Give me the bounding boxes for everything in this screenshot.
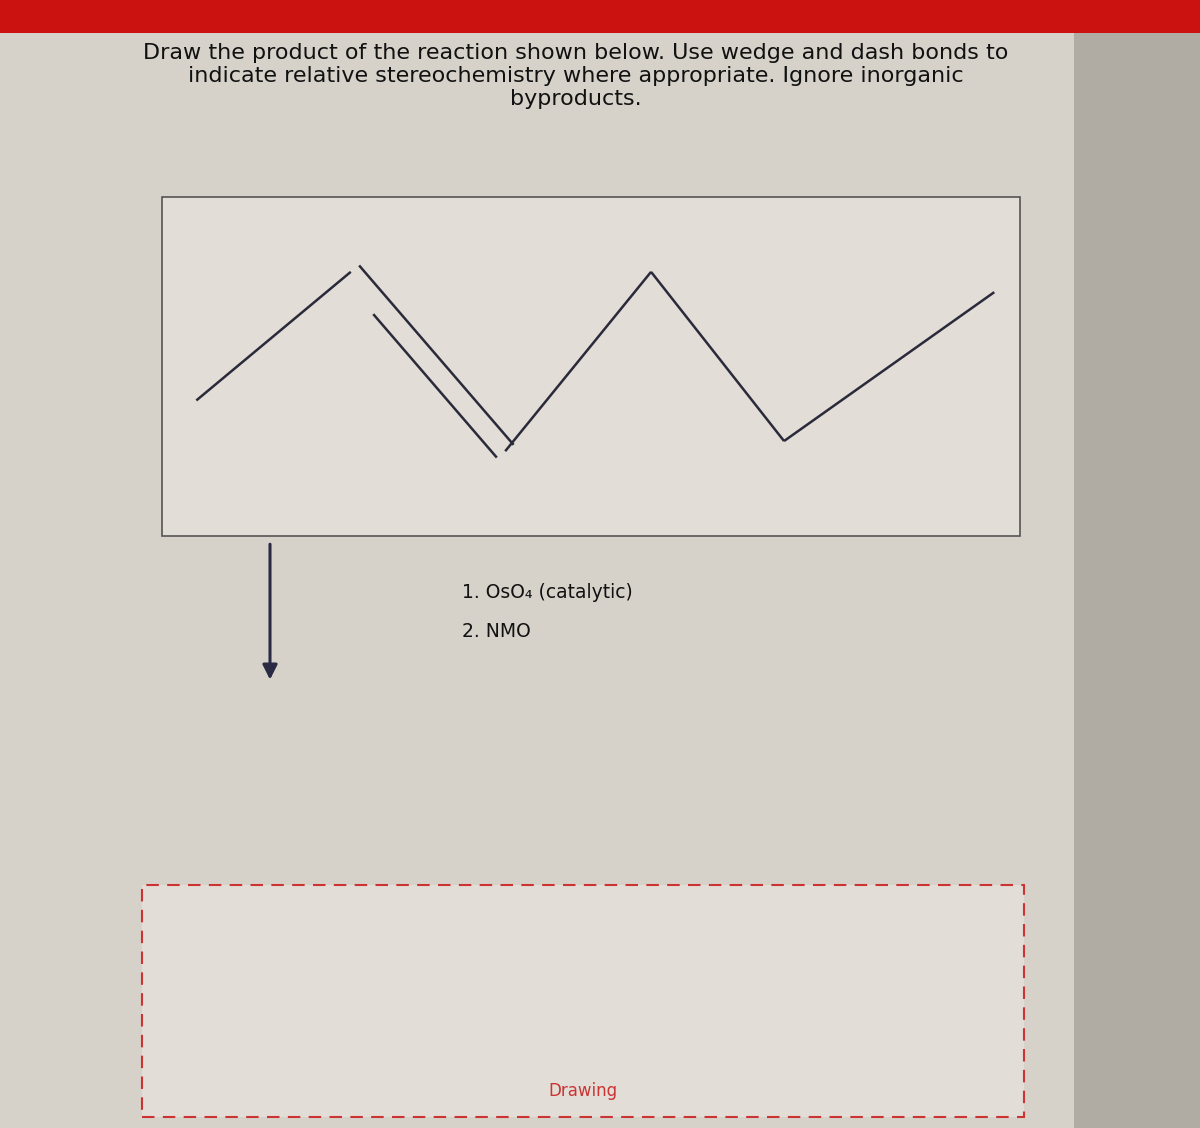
FancyArrowPatch shape: [264, 544, 276, 677]
Text: 2. NMO: 2. NMO: [462, 623, 530, 641]
Text: Drawing: Drawing: [548, 1082, 617, 1100]
Text: 1. OsO₄ (catalytic): 1. OsO₄ (catalytic): [462, 583, 632, 601]
Bar: [0, 0, 1200, 33]
Bar: [1074, 33, 1200, 1128]
Bar: [162, 197, 1020, 536]
Text: Draw the product of the reaction shown below. Use wedge and dash bonds to
indica: Draw the product of the reaction shown b…: [143, 43, 1009, 109]
Bar: [142, 885, 1024, 1117]
